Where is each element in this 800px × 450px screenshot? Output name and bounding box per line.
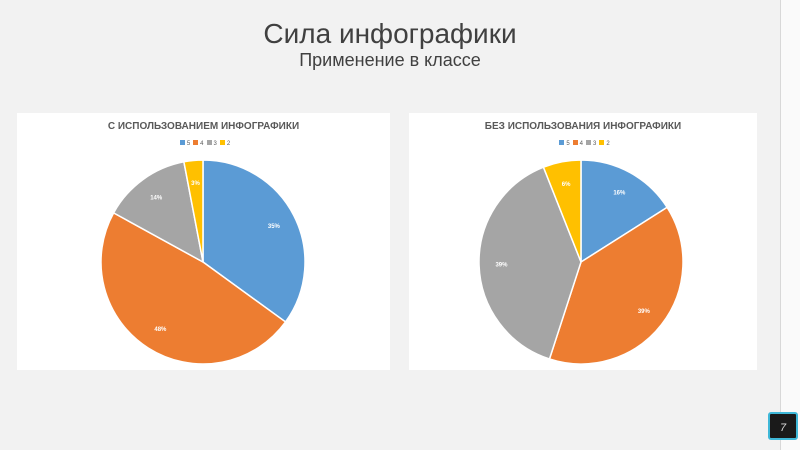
pie-slice-3 — [112, 160, 205, 264]
legend-label-2: 2 — [226, 141, 231, 147]
legend: 5 4 3 2 — [17, 140, 390, 147]
chart-without-infographics: БЕЗ ИСПОЛЬЗОВАНИЯ ИНФОГРАФИКИ 5 4 3 2 16% 39… — [409, 113, 757, 370]
data-label-5: 35% — [268, 224, 281, 230]
data-label-4: 39% — [638, 309, 651, 315]
legend: 5 4 3 2 — [409, 140, 757, 147]
legend-swatch-5 — [179, 140, 185, 145]
slide-title: Сила инфографики — [263, 18, 517, 49]
legend-swatch-3 — [206, 140, 212, 145]
legend-label-2: 2 — [606, 141, 610, 147]
pie-slice-4 — [100, 211, 287, 365]
data-label-3: 14% — [150, 196, 163, 202]
pie-chart: 35% 48% 14% 3% — [100, 159, 306, 365]
pie-chart: 16% 39% 39% 6% — [478, 159, 684, 365]
page-number-badge: 7 — [768, 412, 798, 440]
legend-label-5: 5 — [186, 141, 191, 147]
pie-slice-5 — [580, 159, 669, 264]
legend-label-4: 4 — [200, 141, 204, 147]
data-label-2: 3% — [191, 181, 200, 187]
slide-subtitle: Применение в классе — [299, 50, 481, 70]
legend-swatch-2 — [219, 140, 225, 145]
legend-swatch-2 — [599, 140, 605, 145]
data-label-4: 48% — [154, 327, 167, 333]
data-label-3: 39% — [495, 262, 508, 268]
legend-label-3: 3 — [213, 141, 217, 147]
pie-slice-5 — [202, 159, 306, 324]
chart-with-infographics: С ИСПОЛЬЗОВАНИЕМ ИНФОГРАФИКИ 5 4 3 2 35% 48%… — [17, 113, 390, 370]
chart-title: БЕЗ ИСПОЛЬЗОВАНИЯ ИНФОГРАФИКИ — [484, 121, 682, 132]
pie-slice-4 — [548, 206, 684, 365]
pie-slice-2 — [183, 159, 204, 263]
legend-swatch-4 — [193, 140, 199, 145]
chart-title: С ИСПОЛЬЗОВАНИЕМ ИНФОГРАФИКИ — [107, 121, 300, 132]
legend-label-3: 3 — [593, 141, 597, 147]
pie-slice-3 — [478, 166, 582, 360]
legend-label-4: 4 — [579, 141, 583, 147]
legend-swatch-4 — [572, 140, 578, 145]
legend-swatch-3 — [586, 140, 591, 145]
legend-swatch-5 — [559, 140, 565, 145]
pie-slice-2 — [542, 159, 582, 263]
scrollbar-area — [780, 0, 800, 450]
legend-label-5: 5 — [566, 141, 570, 147]
data-label-5: 16% — [613, 190, 626, 196]
data-label-2: 6% — [562, 182, 571, 188]
